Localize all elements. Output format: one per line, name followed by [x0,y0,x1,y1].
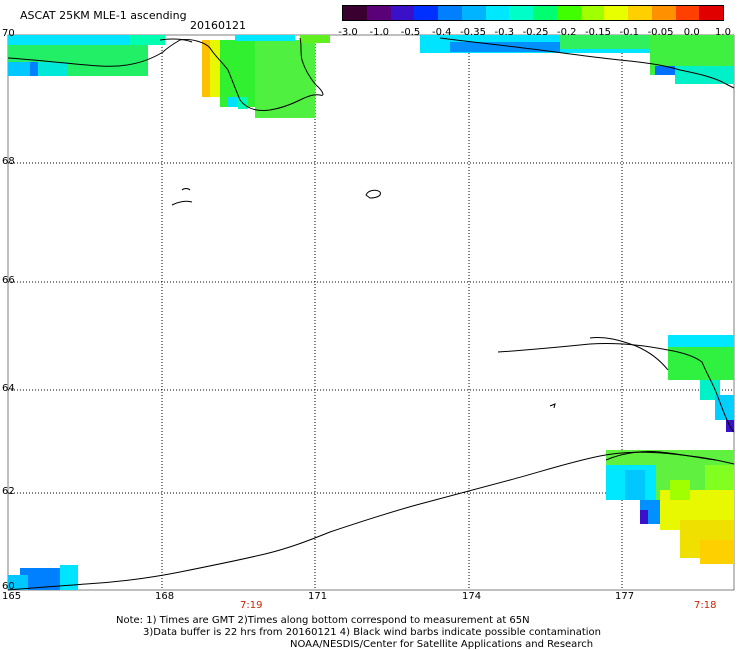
color-scale-label: 1.0 [715,27,731,38]
color-scale-label: -3.0 [338,27,358,38]
wind-data-swath-top-center [202,35,330,118]
time-label-right: 7:18 [694,600,716,610]
product-date: 20160121 [190,19,246,32]
wind-map: 70 68 66 64 62 60 165 168 171 174 177 7:… [2,28,735,610]
color-scale-swatch [628,6,652,20]
footnote: Note: 1) Times are GMT 2)Times along bot… [116,615,601,639]
wind-data-swath-top-left [8,35,165,76]
color-scale-label: -0.35 [460,27,486,38]
color-scale-label: -1.0 [369,27,390,38]
wind-data-swath-bottom-left [8,565,78,590]
lat-label-70: 70 [2,28,15,39]
color-scale-swatch [509,6,533,20]
lat-label-66: 66 [2,275,15,286]
lon-label-168: 168 [155,591,174,602]
wind-data-swath-top-right [420,35,734,84]
color-scale-swatch [699,6,723,20]
lon-label-177: 177 [615,591,634,602]
color-scale-label: -0.15 [585,27,611,38]
longitude-labels: 165 168 171 174 177 [2,591,634,602]
lat-label-68: 68 [2,156,15,167]
color-scale-swatch [533,6,557,20]
color-scale-swatch [366,6,391,20]
color-scale-swatch [485,6,510,20]
color-scale-bar [342,5,724,21]
wind-data-swath-mid-right [668,335,734,432]
graticule [8,35,734,590]
color-scale-label: -0.1 [619,27,640,38]
time-label-left: 7:19 [240,600,262,610]
footnote-line-2: 3)Data buffer is 22 hrs from 20160121 4)… [143,627,601,638]
lat-label-62: 62 [2,486,15,497]
color-scale-swatch [390,6,415,20]
color-scale-label: -0.05 [647,27,674,38]
color-scale-label: 0.0 [683,27,700,38]
lon-label-174: 174 [462,591,481,602]
color-scale-swatch [675,6,700,20]
color-scale-label: -0.25 [522,27,549,38]
color-scale-swatch [604,6,628,20]
color-scale-swatch [556,6,581,20]
color-scale-label: -0.5 [400,27,421,38]
color-scale-label: -0.2 [556,27,577,38]
color-scale-labels: -3.0 -1.0 -0.5 -0.4 -0.35 -0.3 -0.25 -0.2 -0.15-… [336,27,736,39]
footnote-line-1: Note: 1) Times are GMT 2)Times along bot… [116,615,530,626]
credit-line: NOAA/NESDIS/Center for Satellite Applica… [290,639,594,650]
color-scale-swatch [438,6,462,20]
latitude-labels: 70 68 66 64 62 60 [2,28,15,592]
lat-label-60: 60 [2,581,15,592]
lat-label-64: 64 [2,383,15,394]
color-scale-swatch [343,6,367,20]
color-scale-swatch [414,6,438,20]
coastlines [7,37,735,591]
color-scale-swatch [651,6,676,20]
color-scale-swatch [580,6,605,20]
map-frame [7,34,735,591]
lon-label-171: 171 [308,591,327,602]
color-scale-label: -0.3 [494,27,515,38]
lon-label-165: 165 [2,591,21,602]
product-title: ASCAT 25KM MLE-1 ascending [20,9,187,22]
color-scale-label: -0.4 [431,27,452,38]
wind-data-swath-bottom-right [606,450,734,564]
color-scale-swatch [461,6,486,20]
